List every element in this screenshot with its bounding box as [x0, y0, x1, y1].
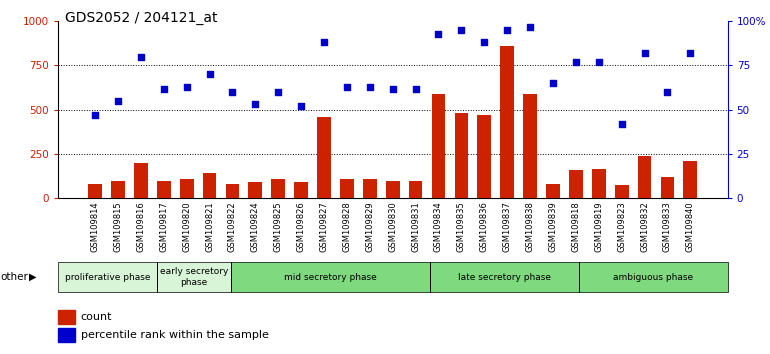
Bar	[203, 173, 216, 198]
Bar	[340, 179, 353, 198]
Bar	[157, 262, 232, 292]
Point	[547, 80, 559, 86]
Point	[135, 54, 147, 59]
Point	[524, 24, 536, 29]
Bar	[661, 177, 675, 198]
Bar	[58, 262, 157, 292]
Point	[501, 27, 514, 33]
Bar	[89, 184, 102, 198]
Point	[432, 31, 444, 36]
Point	[410, 86, 422, 91]
Bar	[500, 46, 514, 198]
Bar	[523, 94, 537, 198]
Point	[661, 89, 674, 95]
Bar	[363, 179, 377, 198]
Bar	[232, 262, 430, 292]
Point	[341, 84, 353, 90]
Text: ▶: ▶	[29, 272, 37, 282]
Point	[318, 40, 330, 45]
Bar	[569, 170, 583, 198]
Bar	[477, 115, 491, 198]
Point	[363, 84, 376, 90]
Point	[295, 103, 307, 109]
Text: early secretory
phase: early secretory phase	[160, 267, 229, 287]
Point	[226, 89, 239, 95]
Text: percentile rank within the sample: percentile rank within the sample	[81, 330, 269, 340]
Text: mid secretory phase: mid secretory phase	[284, 273, 377, 281]
Bar	[409, 181, 423, 198]
Point	[593, 59, 605, 65]
Text: count: count	[81, 312, 112, 322]
Bar	[58, 328, 75, 342]
Point	[272, 89, 284, 95]
Bar	[179, 179, 193, 198]
Point	[455, 27, 467, 33]
Bar	[386, 181, 400, 198]
Bar	[294, 182, 308, 198]
Bar	[546, 184, 560, 198]
Bar	[317, 117, 331, 198]
Point	[638, 50, 651, 56]
Bar	[432, 94, 445, 198]
Bar	[638, 156, 651, 198]
Point	[158, 86, 170, 91]
Bar	[684, 161, 697, 198]
Bar	[271, 179, 285, 198]
Bar	[111, 181, 125, 198]
Text: ambiguous phase: ambiguous phase	[613, 273, 693, 281]
Bar	[592, 169, 606, 198]
Bar	[134, 163, 148, 198]
Text: late secretory phase: late secretory phase	[458, 273, 551, 281]
Bar	[579, 262, 728, 292]
Bar	[249, 182, 263, 198]
Bar	[226, 184, 239, 198]
Text: proliferative phase: proliferative phase	[65, 273, 150, 281]
Bar	[430, 262, 579, 292]
Point	[112, 98, 124, 104]
Point	[180, 84, 192, 90]
Bar	[614, 185, 628, 198]
Text: other: other	[1, 272, 28, 282]
Bar	[157, 181, 171, 198]
Point	[203, 72, 216, 77]
Point	[89, 112, 101, 118]
Point	[685, 50, 697, 56]
Point	[249, 102, 262, 107]
Point	[570, 59, 582, 65]
Point	[615, 121, 628, 127]
Point	[478, 40, 490, 45]
Bar	[58, 310, 75, 324]
Point	[387, 86, 399, 91]
Text: GDS2052 / 204121_at: GDS2052 / 204121_at	[65, 11, 218, 25]
Bar	[454, 113, 468, 198]
